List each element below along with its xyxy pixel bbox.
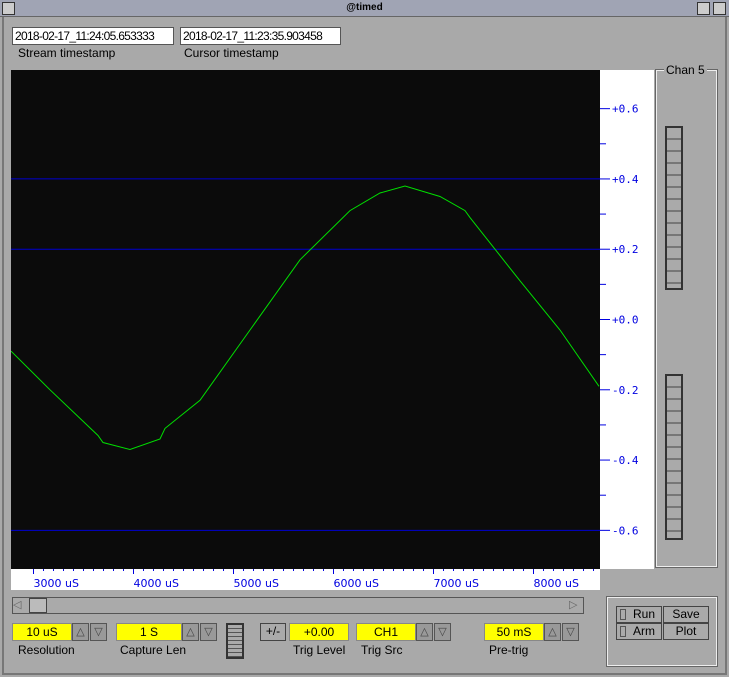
channel-offset-slider[interactable] xyxy=(665,374,683,540)
y-tick-label: -0.4 xyxy=(612,454,639,467)
arm-toggle[interactable]: Arm xyxy=(616,623,662,640)
save-button[interactable]: Save xyxy=(663,606,709,623)
cursor-timestamp-label: Cursor timestamp xyxy=(184,46,279,60)
window-title: @timed xyxy=(346,2,383,13)
minimize-button[interactable] xyxy=(697,2,710,15)
resolution-label: Resolution xyxy=(18,643,75,657)
resolution-down-icon[interactable]: ▽ xyxy=(90,623,107,641)
pre-trig-label: Pre-trig xyxy=(489,643,529,657)
pre-trig-field[interactable]: 50 mS xyxy=(484,623,544,641)
y-tick-label: +0.4 xyxy=(612,173,639,186)
y-tick-label: +0.2 xyxy=(612,243,639,256)
y-tick-label: -0.6 xyxy=(612,524,639,537)
run-indicator-icon xyxy=(620,609,626,620)
x-tick-label: 7000 uS xyxy=(434,577,479,590)
capture-len-field[interactable]: 1 S xyxy=(116,623,182,641)
channel-label: Chan 5 xyxy=(664,63,707,77)
resolution-field[interactable]: 10 uS xyxy=(12,623,72,641)
x-tick-label: 5000 uS xyxy=(234,577,279,590)
action-panel xyxy=(606,596,718,667)
resolution-up-icon[interactable]: △ xyxy=(72,623,89,641)
x-tick-label: 4000 uS xyxy=(134,577,179,590)
window-frame xyxy=(2,17,727,675)
run-toggle[interactable]: Run xyxy=(616,606,662,623)
x-tick-label: 8000 uS xyxy=(534,577,579,590)
horizontal-scrollbar[interactable]: ◁ ▷ xyxy=(12,597,584,614)
trig-level-label: Trig Level xyxy=(293,643,346,657)
cursor-timestamp-field[interactable]: 2018-02-17_11:23:35.903458 xyxy=(180,27,341,45)
x-axis: 3000 uS 4000 uS 5000 uS 6000 uS 7000 uS 8000 … xyxy=(11,569,600,590)
title-bar xyxy=(0,0,729,17)
trig-src-field[interactable]: CH1 xyxy=(356,623,416,641)
x-tick-label: 3000 uS xyxy=(34,577,79,590)
plot-area[interactable] xyxy=(10,70,600,569)
capture-len-label: Capture Len xyxy=(120,643,187,657)
channel-gain-slider[interactable] xyxy=(665,126,683,290)
plot-button[interactable]: Plot xyxy=(663,623,709,640)
trig-src-down-icon[interactable]: ▽ xyxy=(434,623,451,641)
trig-sign-button[interactable]: +/- xyxy=(260,623,286,641)
trig-src-label: Trig Src xyxy=(361,643,403,657)
stream-timestamp-label: Stream timestamp xyxy=(18,46,116,60)
y-axis: +0.6 +0.4 +0.2 +0.0 -0.2 -0.4 -0.6 xyxy=(600,70,654,569)
stream-timestamp-field[interactable]: 2018-02-17_11:24:05.653333 xyxy=(12,27,174,45)
trig-level-field[interactable]: +0.00 xyxy=(289,623,349,641)
scroll-left-icon[interactable]: ◁ xyxy=(13,599,22,611)
maximize-button[interactable] xyxy=(713,2,726,15)
trig-src-up-icon[interactable]: △ xyxy=(416,623,433,641)
waveform-svg xyxy=(10,178,600,531)
capture-len-up-icon[interactable]: △ xyxy=(182,623,199,641)
y-tick-label: +0.0 xyxy=(612,314,639,327)
pre-trig-up-icon[interactable]: △ xyxy=(544,623,561,641)
small-slider[interactable] xyxy=(226,623,244,659)
waveform-trace xyxy=(10,185,600,451)
window-menu-button[interactable] xyxy=(2,2,15,15)
pre-trig-down-icon[interactable]: ▽ xyxy=(562,623,579,641)
arm-indicator-icon xyxy=(620,626,626,637)
x-tick-label: 6000 uS xyxy=(334,577,379,590)
y-tick-label: +0.6 xyxy=(612,103,639,116)
capture-len-down-icon[interactable]: ▽ xyxy=(200,623,217,641)
scroll-right-icon[interactable]: ▷ xyxy=(569,599,578,611)
y-tick-label: -0.2 xyxy=(612,384,639,397)
scroll-thumb[interactable] xyxy=(29,598,47,613)
